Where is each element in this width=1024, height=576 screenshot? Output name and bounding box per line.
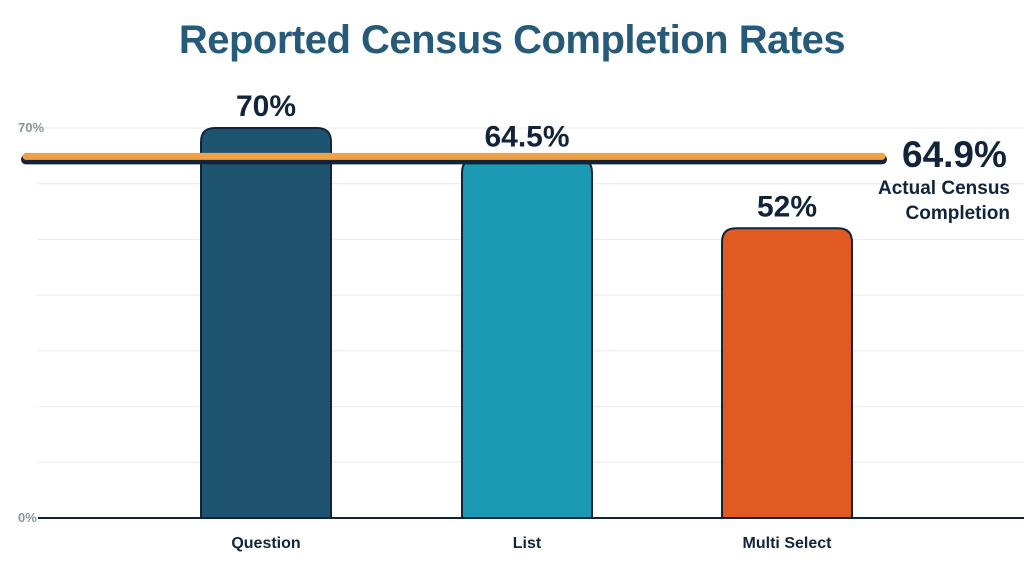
- reference-line-caption: Actual Census Completion: [856, 176, 1010, 226]
- bar-value-label: 52%: [757, 190, 817, 223]
- y-tick-label: 70%: [18, 120, 44, 135]
- chart-title: Reported Census Completion Rates: [178, 18, 846, 62]
- bar-value-label: 64.5%: [484, 121, 569, 154]
- reference-line-value: 64.9%: [902, 134, 1007, 175]
- bar: [461, 157, 593, 519]
- x-category-label: Multi Select: [743, 535, 833, 552]
- reference-caption-line-2: Completion: [905, 203, 1011, 224]
- reference-caption-line-1: Actual Census: [878, 178, 1010, 199]
- x-category-label: Question: [231, 535, 300, 552]
- x-category-label: List: [513, 535, 542, 552]
- bar: [200, 127, 332, 519]
- bar-value-label: 70%: [236, 90, 296, 123]
- bar: [721, 227, 853, 519]
- y-tick-label: 0%: [18, 510, 37, 525]
